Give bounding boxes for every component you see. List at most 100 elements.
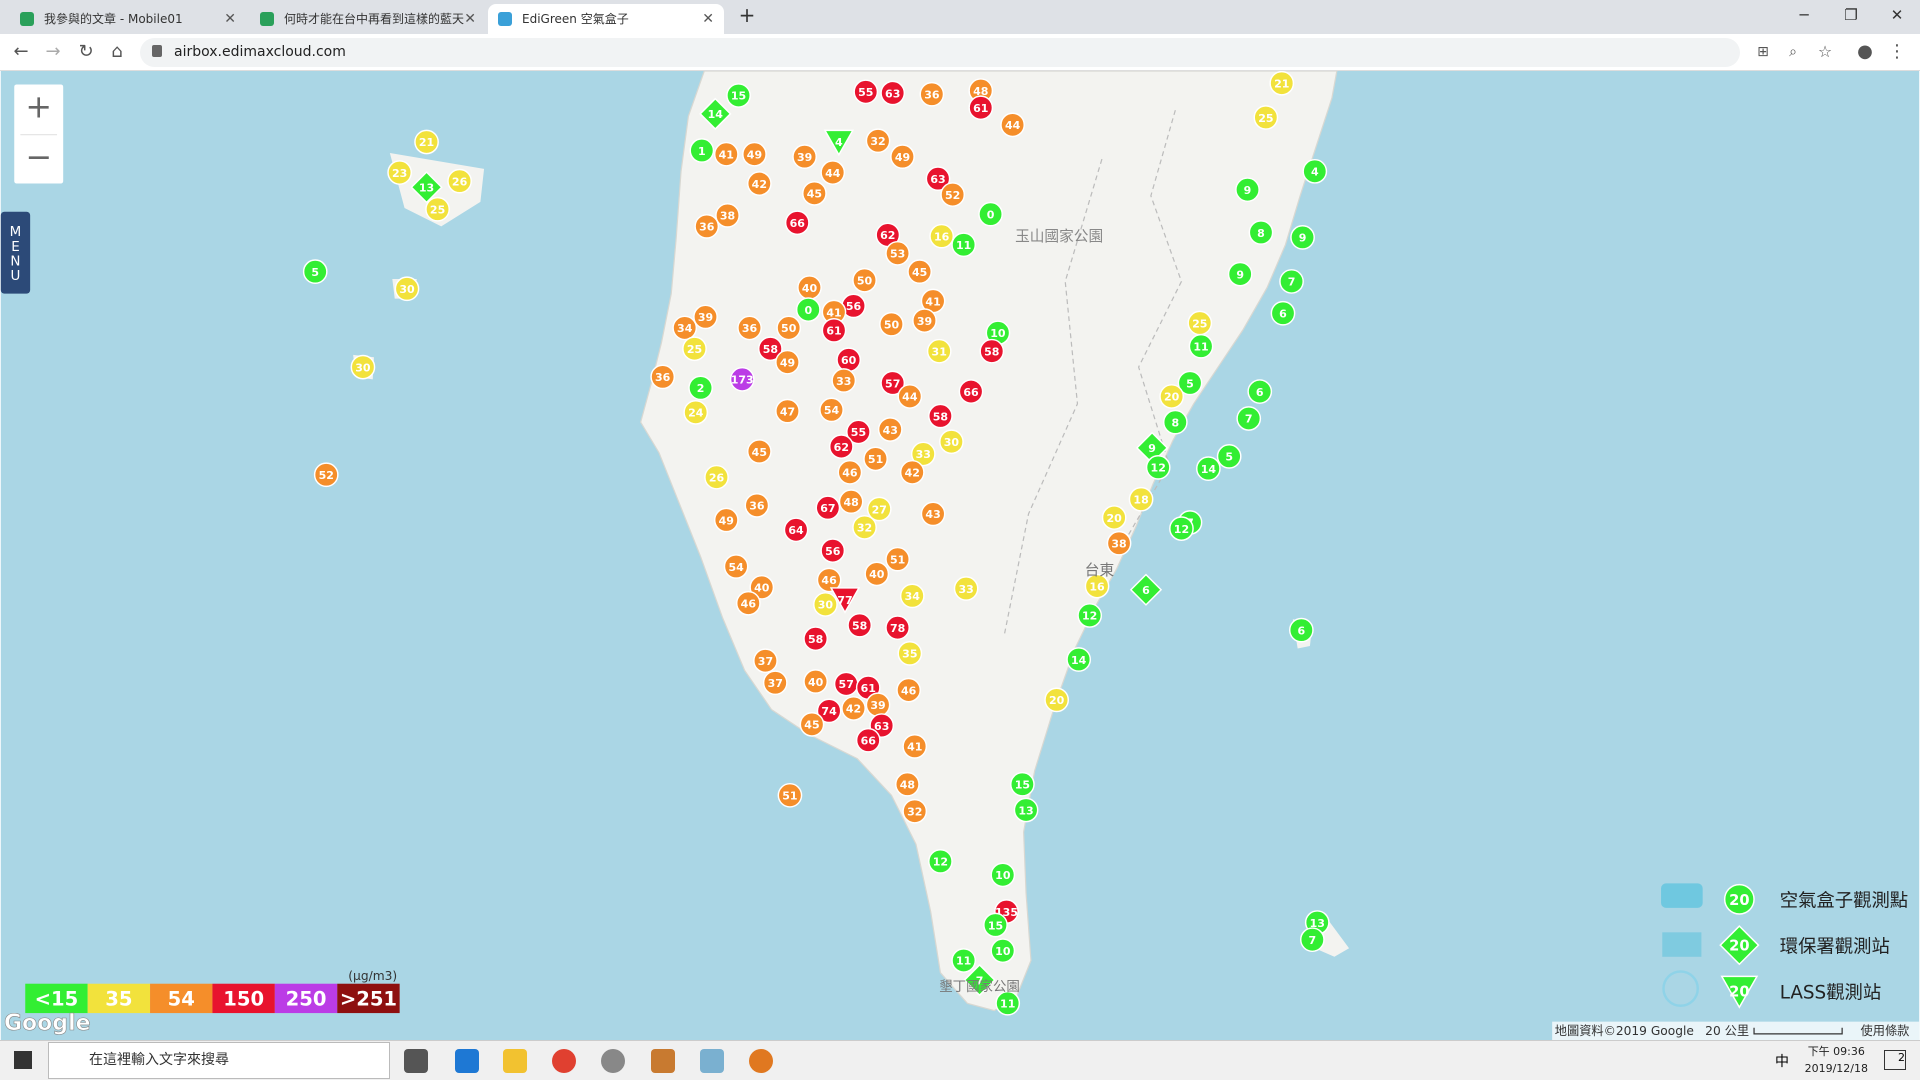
app[interactable] [601,1049,625,1073]
marker-label: 50 [857,274,873,287]
menu-letter: M [10,225,22,240]
marker-label: 43 [883,424,898,437]
address-bar[interactable]: airbox.edimaxcloud.com [140,38,1740,67]
tab-close[interactable]: ✕ [464,11,476,27]
forward[interactable]: → [45,41,61,62]
marker-label: 7 [1309,934,1317,947]
marker-label: 5 [1186,377,1194,390]
airbox-marker [682,336,707,362]
marker-label: 33 [958,583,973,596]
marker-label: 49 [747,148,762,161]
tab[interactable]: EdiGreen 空氣盒子 ✕ [488,4,724,34]
marker-label: 24 [688,407,704,420]
menu-bg [0,211,31,294]
airbox-marker [784,210,810,236]
scale-label: 20 公里 [1705,1024,1749,1038]
favicon [260,12,274,26]
airbox-marker [1066,647,1092,672]
airbox-marker [951,948,977,973]
translate[interactable]: ⊞ [1757,44,1769,60]
legend-item: 環保署觀測站 [1780,937,1890,958]
zoom[interactable]: ⌕ [1789,44,1797,60]
marker-label: 77 [837,594,852,607]
menu-letter: E [11,240,20,255]
airbox-marker [1196,456,1221,481]
restore[interactable]: ❐ [1844,6,1858,24]
scale-bar [1753,1027,1843,1035]
legend-label: 35 [105,988,132,1011]
marker-label: 42 [846,703,861,716]
marker-label: 32 [870,135,885,148]
airbox-marker [1101,505,1127,530]
start-button[interactable] [14,1051,32,1069]
marker-label: 46 [901,684,917,697]
reload[interactable]: ↻ [78,41,94,62]
airbox-marker [387,160,413,185]
clock[interactable]: 下午 09:36 2019/12/18 [1805,1043,1868,1077]
airbox-marker [713,507,739,533]
airbox-marker [693,304,718,330]
airbox-marker [978,201,1003,227]
notifications[interactable]: 2 [1884,1050,1906,1070]
marker-label: 48 [973,85,988,98]
airbox-marker [689,138,715,163]
tab[interactable]: 我參與的文章 - Mobile01 ✕ [10,4,246,34]
new-tab[interactable]: + [738,3,756,27]
airbox-marker [1279,269,1304,294]
back[interactable]: ← [13,41,29,62]
airbox-marker [841,696,866,721]
airbox-marker [1300,927,1325,953]
tab-close[interactable]: ✕ [224,11,236,27]
airbox-marker [715,203,740,228]
minimize[interactable]: ─ [1799,6,1809,24]
date: 2019/12/18 [1804,1062,1868,1075]
airbox-marker [877,417,903,442]
search-box[interactable]: 在這裡輸入文字來搜尋 [48,1042,390,1079]
airbox-marker [735,590,761,616]
terms[interactable]: 使用條款 [1861,1023,1910,1038]
app[interactable] [700,1049,724,1073]
zoom-in[interactable]: + [25,87,52,125]
airbox-marker [729,366,755,392]
airbox-marker [940,182,966,207]
airbox-marker [776,315,802,341]
app[interactable] [749,1049,773,1073]
marker-label: 44 [1005,119,1021,132]
marker-label: 54 [728,561,744,574]
bookmark[interactable]: ☆ [1817,42,1833,61]
edge[interactable] [455,1049,479,1073]
close-window[interactable]: ✕ [1890,6,1904,24]
menu[interactable]: ⋮ [1888,41,1906,62]
marker-label: 46 [821,574,837,587]
airbox-marker [852,515,877,540]
place-label: 玉山國家公園 [1015,228,1103,245]
legend-item: 空氣盒子觀測點 [1780,891,1908,912]
airbox-marker [899,583,925,609]
airbox-marker [350,354,376,380]
ime[interactable]: 中 [1775,1054,1789,1070]
marker-label: 14 [1071,654,1087,667]
airbox-marker [863,446,888,472]
airbox-marker [813,592,838,617]
marker-label: 36 [924,89,940,102]
zoom-out[interactable]: − [25,138,52,176]
search-placeholder: 在這裡輸入文字來搜尋 [89,1052,229,1068]
profile[interactable]: ● [1857,41,1873,62]
marker-label: 50 [781,322,797,335]
tab[interactable]: 何時才能在台中再看到這樣的藍天 ✕ [250,4,486,34]
app[interactable] [651,1049,675,1073]
menu-tab[interactable]: M E N U [0,211,31,294]
home[interactable]: ⌂ [111,41,123,62]
airbox-marker [866,496,892,522]
airbox-marker [688,375,713,401]
airbox-marker [713,141,739,167]
marker-label: 12 [933,856,948,869]
explorer[interactable] [503,1049,527,1073]
tab-close[interactable]: ✕ [702,11,714,27]
task-view[interactable] [404,1049,428,1073]
marker-label: 46 [741,597,757,610]
chrome[interactable] [552,1049,576,1073]
marker-label: 63 [885,87,900,100]
marker-label: 61 [973,102,988,115]
